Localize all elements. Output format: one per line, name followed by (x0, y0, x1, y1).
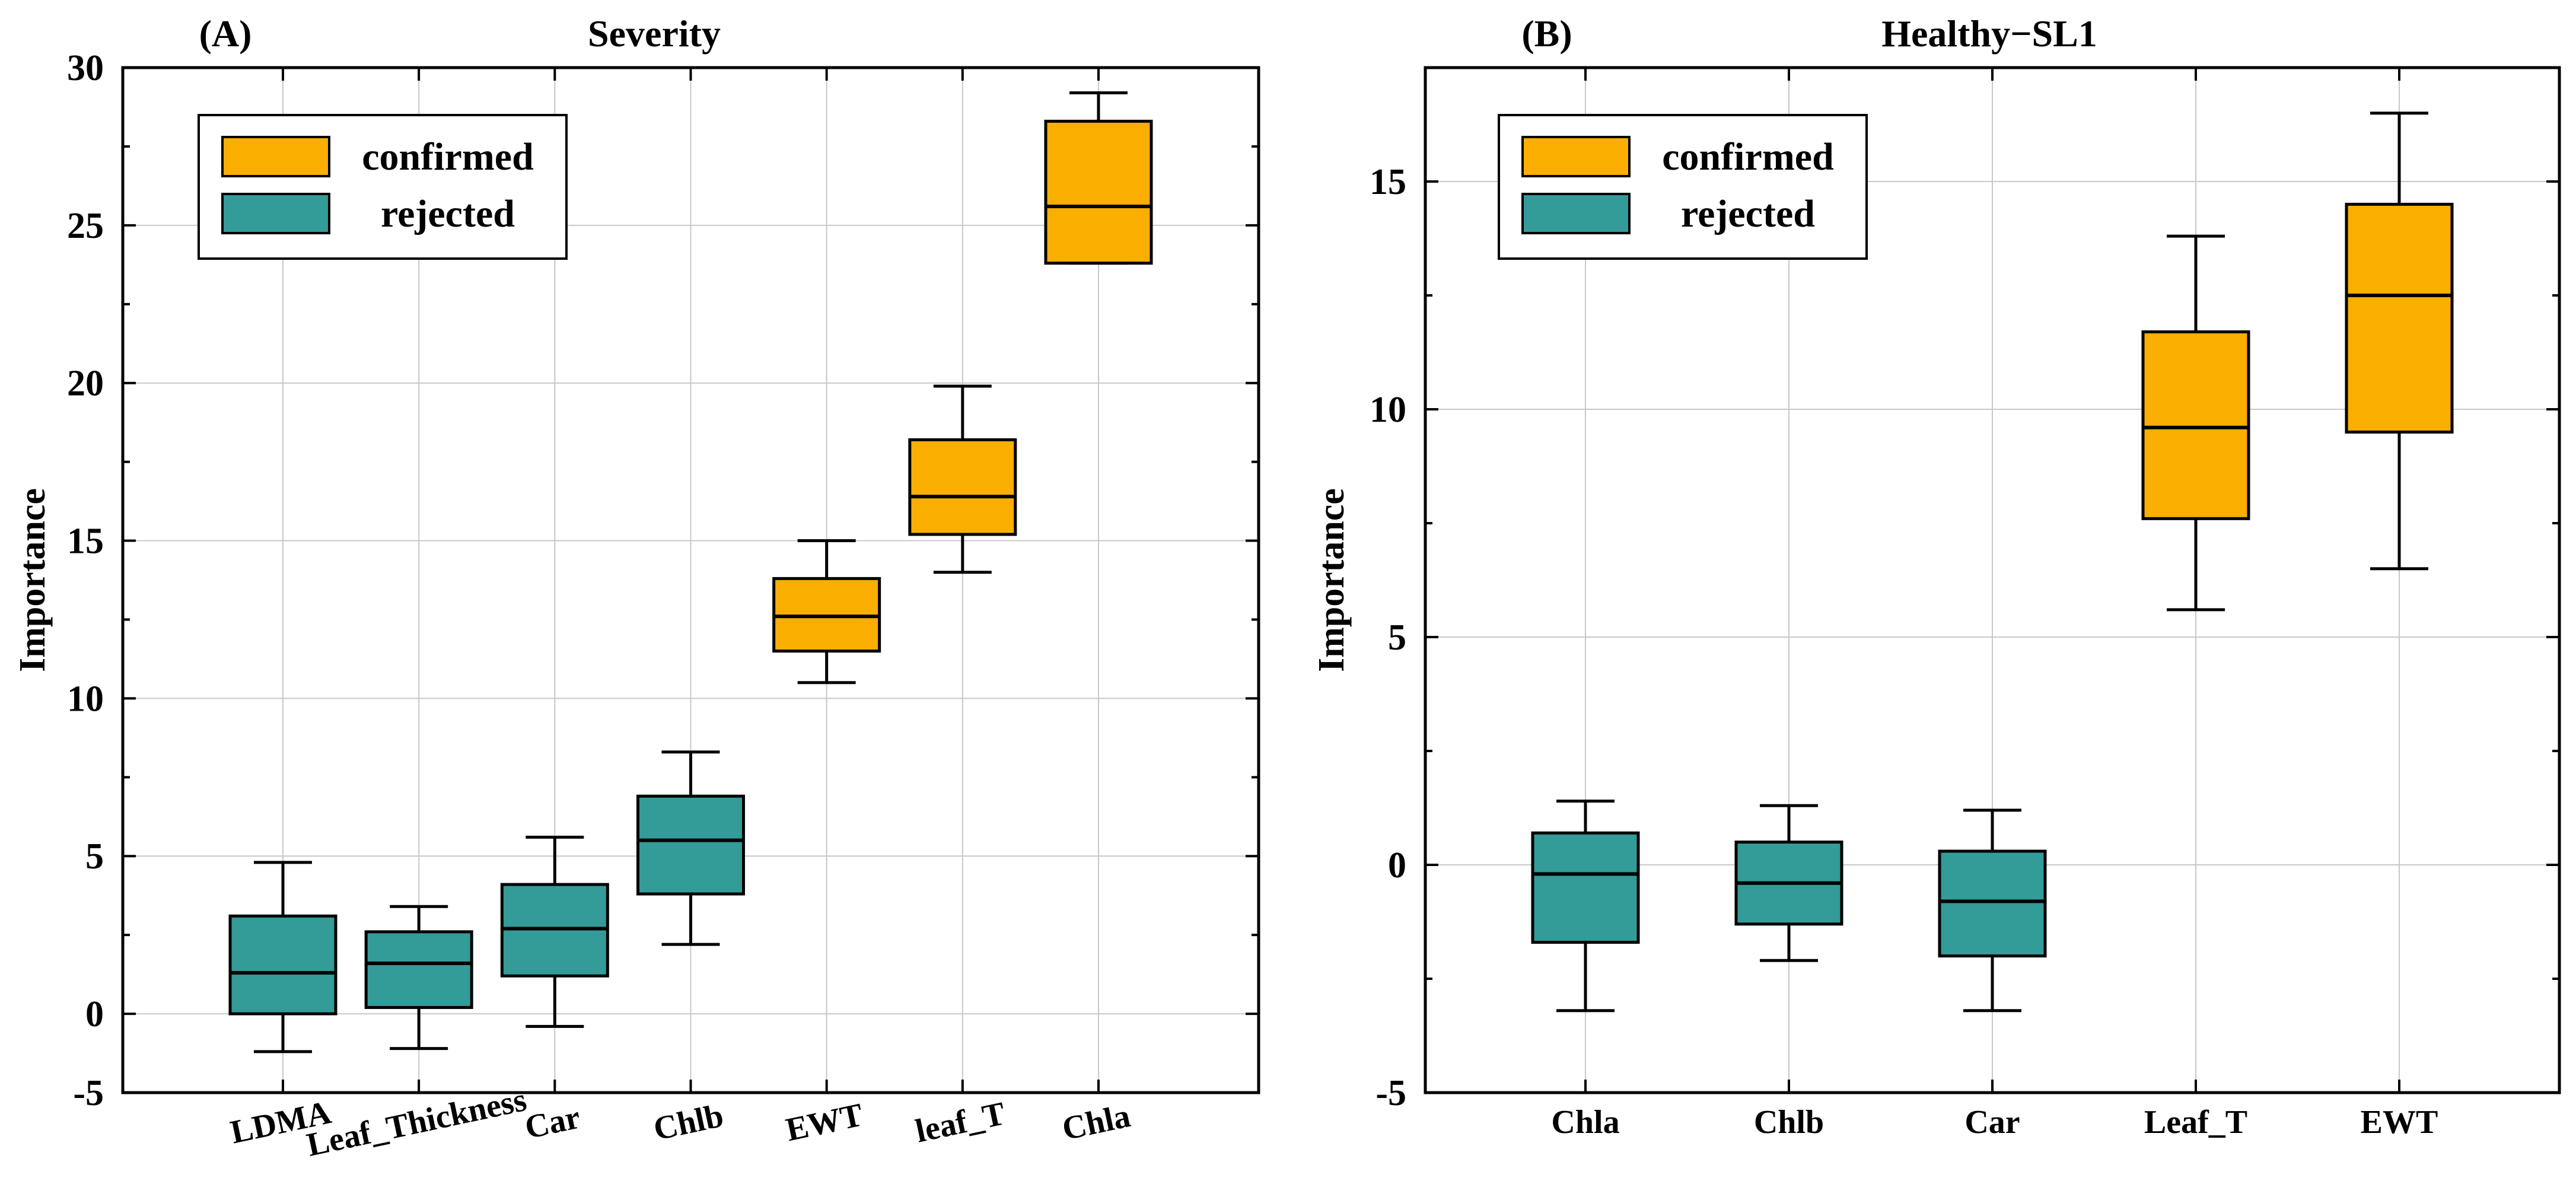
box-body (1531, 831, 1640, 944)
legend-label-rejected: rejected (1681, 192, 1815, 235)
y-tick-label: -5 (1375, 1073, 1406, 1113)
x-tick-label: Chlb (1754, 1104, 1824, 1141)
legend-swatch-confirmed (221, 136, 330, 177)
box-body (364, 930, 473, 1009)
x-tick-label: Car (522, 1099, 584, 1146)
x-tick-label: Chla (1059, 1097, 1133, 1148)
box-body (1044, 119, 1153, 265)
x-tick-label: EWT (783, 1096, 867, 1148)
panel-label: (A) (199, 12, 252, 55)
y-axis-label: Importance (12, 488, 53, 672)
y-tick-label: 30 (67, 48, 104, 88)
box-body (2345, 202, 2454, 434)
y-tick-label: 0 (1388, 845, 1406, 886)
y-tick-label: 0 (85, 994, 104, 1035)
x-tick-label: EWT (2361, 1104, 2438, 1141)
legend-swatch-rejected (1521, 193, 1631, 234)
x-tick-label: Chlb (650, 1097, 727, 1148)
x-tick-label: Car (1964, 1104, 2020, 1141)
box-body (636, 794, 745, 896)
chart-panel-a: confirmedrejected-5051015202530LDMALeaf_… (12, 12, 1260, 1164)
legend-swatch-confirmed (1521, 136, 1631, 177)
x-tick-label: Chla (1551, 1104, 1619, 1141)
box-chla (1531, 799, 1640, 1013)
x-tick-label: Leaf_T (2144, 1104, 2247, 1141)
y-tick-label: 15 (1370, 162, 1406, 202)
y-tick-label: 20 (67, 364, 104, 404)
y-tick-label: 25 (67, 206, 104, 246)
legend-box (198, 114, 568, 260)
box-body (908, 438, 1017, 536)
box-leaf-t (2141, 234, 2250, 612)
y-tick-label: 5 (85, 836, 104, 877)
y-tick-label: -5 (73, 1073, 104, 1113)
y-tick-label: 10 (1370, 390, 1406, 430)
box-car (500, 835, 609, 1028)
box-chlb (636, 750, 745, 946)
chart-title: Healthy−SL1 (1881, 12, 2097, 55)
box-ewt (772, 539, 881, 685)
chart-panel-b: confirmed rejected -5 0 5 10 15 Chla Chlb Car Leaf… (1311, 12, 2561, 1141)
box-ewt (2345, 112, 2454, 571)
box-ldma (228, 861, 337, 1053)
legend-label-confirmed: confirmed (362, 135, 534, 179)
x-tick-label: leaf_T (912, 1095, 1008, 1150)
box-leaf-t (908, 384, 1017, 574)
y-tick-label: 10 (67, 679, 104, 719)
y-tick-label: 5 (1388, 617, 1406, 658)
legend-swatch-rejected (221, 193, 330, 234)
y-tick-label: 15 (67, 521, 104, 562)
box-body (2141, 330, 2250, 520)
box-body (1938, 849, 2047, 958)
panel-label: (B) (1521, 12, 1572, 55)
box-body (228, 914, 337, 1016)
box-chla (1044, 91, 1153, 265)
box-leaf-thickness (364, 905, 473, 1051)
legend-label-confirmed: confirmed (1662, 135, 1834, 179)
box-chlb (1734, 804, 1843, 962)
y-axis-label: Importance (1311, 488, 1352, 672)
chart-title: Severity (588, 12, 721, 55)
legend-label-rejected: rejected (381, 192, 515, 235)
box-car (1938, 809, 2047, 1013)
